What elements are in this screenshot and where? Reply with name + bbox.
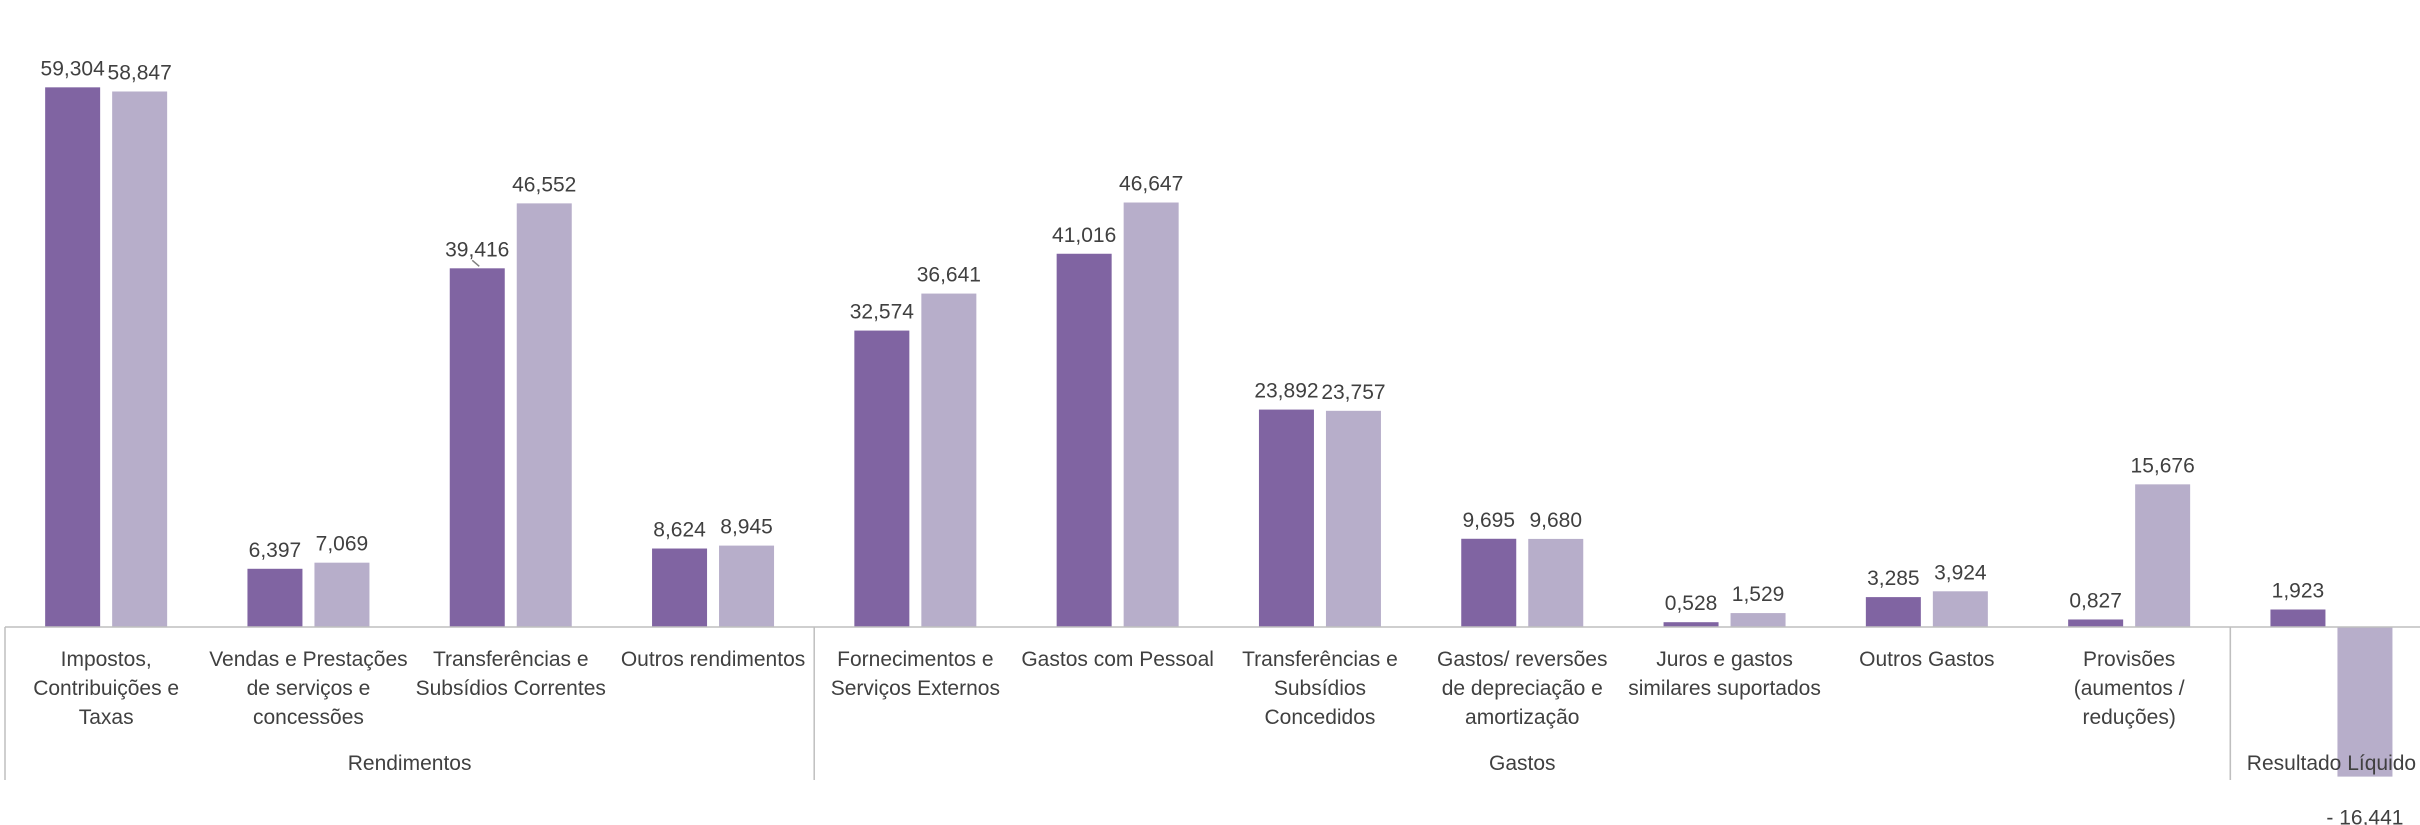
data-label: 39,416	[445, 238, 509, 261]
group-labels: Rendimentos Gastos Resultado Líquido	[348, 752, 2416, 775]
group-label: Rendimentos	[348, 752, 472, 775]
bars	[45, 87, 2393, 777]
bar-s2-cat9	[1932, 591, 1988, 627]
bar-s1-cat8	[1663, 622, 1719, 627]
bar-s1-cat9	[1865, 597, 1921, 627]
data-label: 8,624	[653, 519, 706, 542]
category-label-cat5: Gastos com Pessoal	[1021, 648, 1214, 671]
data-label: 46,552	[512, 173, 576, 196]
bar-s2-cat8	[1730, 613, 1786, 627]
bar-s1-cat10	[2068, 619, 2124, 627]
leader-line	[471, 259, 480, 267]
bar-s2-cat5	[1123, 202, 1179, 627]
category-label-cat10: Provisões (aumentos / reduções)	[2074, 648, 2185, 729]
data-label: 23,892	[1254, 380, 1318, 403]
bar-s1-cat6	[1258, 409, 1314, 627]
data-label: 6,397	[249, 539, 302, 562]
data-label: 1,923	[2272, 580, 2325, 603]
bar-s1-cat3	[652, 548, 708, 627]
data-label: 32,574	[850, 301, 915, 324]
bar-s2-cat2	[516, 203, 572, 627]
data-labels: 59,304 58,847 6,397 7,069 39,416 46,552 8,624 8…	[41, 57, 2404, 825]
bar-s1-cat5	[1056, 253, 1112, 627]
bar-s1-cat7	[1461, 538, 1517, 627]
category-label-cat3: Outros rendimentos	[621, 648, 805, 671]
data-label: 8,945	[720, 516, 773, 539]
category-label-cat6: Transferências e Subsídios Concedidos	[1242, 648, 1398, 729]
bar-s1-cat1	[247, 568, 303, 627]
bar-s1-cat0	[45, 87, 101, 627]
category-label-cat2: Transferências e Subsídios Correntes	[416, 648, 606, 700]
bar-s1-cat4	[854, 330, 910, 627]
bar-s2-cat10	[2135, 484, 2191, 627]
data-label: - 16,441	[2326, 807, 2403, 825]
group-label: Resultado Líquido	[2247, 752, 2416, 775]
data-label: 0,528	[1665, 592, 1718, 615]
data-label: 58,847	[108, 61, 172, 84]
data-label: 36,641	[917, 264, 981, 287]
data-label: 41,016	[1052, 224, 1116, 247]
bar-s2-cat0	[112, 91, 168, 627]
data-label: 23,757	[1321, 381, 1385, 404]
bar-s2-cat1	[314, 562, 370, 627]
bar-s2-cat4	[921, 293, 977, 627]
bar-s2-cat3	[719, 545, 775, 627]
bar-s2-cat6	[1325, 410, 1381, 627]
bar-s1-cat2	[449, 268, 505, 627]
group-label: Gastos	[1489, 752, 1556, 775]
category-label-cat1: Vendas e Prestações de serviços e concessõ…	[209, 648, 407, 729]
data-label: 3,285	[1867, 567, 1920, 590]
bar-s1-cat11	[2270, 609, 2326, 627]
category-label-cat7: Gastos/ reversões de depreciação e amortiz…	[1437, 648, 1607, 729]
data-label: 9,680	[1529, 509, 1582, 532]
data-label: 1,529	[1732, 583, 1785, 606]
category-label-cat8: Juros e gastos similares suportados	[1628, 648, 1821, 700]
data-label: 46,647	[1119, 173, 1183, 196]
data-label: 15,676	[2131, 454, 2195, 477]
bar-s2-cat7	[1528, 538, 1584, 627]
category-label-cat4: Fornecimentos e Serviços Externos	[831, 648, 1000, 700]
data-label: 59,304	[41, 57, 106, 80]
bar-s2-cat11	[2337, 627, 2393, 777]
data-label: 3,924	[1934, 561, 1987, 584]
category-labels: Impostos, Contribuições e Taxas Vendas e Pr…	[33, 648, 2185, 729]
data-label: 0,827	[2069, 589, 2122, 612]
category-label-cat9: Outros Gastos	[1859, 648, 1994, 671]
data-label: 9,695	[1462, 509, 1515, 532]
category-axis	[4, 626, 2420, 780]
category-label-cat0: Impostos, Contribuições e Taxas	[33, 648, 179, 729]
data-label: 7,069	[316, 533, 369, 556]
